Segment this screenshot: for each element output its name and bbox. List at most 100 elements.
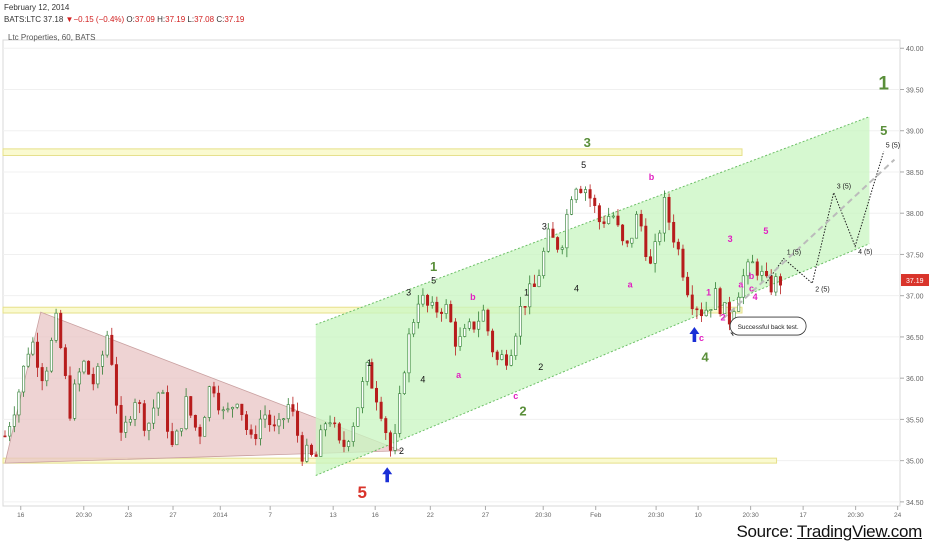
candle-body xyxy=(449,304,453,323)
candle-body xyxy=(166,392,170,432)
x-tick-label: 16 xyxy=(17,512,25,519)
candle-body xyxy=(532,283,536,287)
channel-upper-line xyxy=(315,116,870,326)
x-axis: 16 20:30 23 27 2014 7 13 16 22 27 20:30 Feb 20:30 10 2… xyxy=(17,506,902,519)
candle-body xyxy=(328,422,332,425)
wave-label: 3 xyxy=(406,288,411,298)
candle-body xyxy=(686,276,690,296)
candle-body xyxy=(356,407,360,427)
projection-label: 4 (5) xyxy=(858,249,872,256)
candle-body xyxy=(54,312,58,341)
change: −0.15 (−0.4%) xyxy=(73,15,125,24)
candle-body xyxy=(551,228,555,238)
callout-pointer xyxy=(729,325,735,336)
candle-body xyxy=(486,309,490,332)
candle-body xyxy=(430,301,434,306)
candle-body xyxy=(156,392,160,409)
candle-body xyxy=(221,409,225,412)
back-test-callout: Successful back test. xyxy=(729,316,807,336)
candle-body xyxy=(560,247,564,250)
last-price-tag: 37.19 xyxy=(901,274,929,287)
wave-label: 4 xyxy=(420,374,425,384)
candle-body xyxy=(439,311,443,314)
candle-body xyxy=(268,414,272,426)
candle-body xyxy=(8,426,12,437)
y-tick-label: 35.00 xyxy=(906,459,924,466)
y-axis: 34.50 35.00 35.50 36.00 36.50 37.00 37.50 38.00… xyxy=(900,46,924,507)
wave-label: 3 xyxy=(584,135,591,150)
candle-body xyxy=(142,403,146,431)
candle-body xyxy=(495,351,499,360)
candle-body xyxy=(12,414,16,427)
candle-body xyxy=(537,275,541,287)
y-tick-label: 34.50 xyxy=(906,500,924,507)
candle-body xyxy=(170,431,174,446)
candle-body xyxy=(152,407,156,424)
candle-body xyxy=(597,205,601,223)
candle-body xyxy=(101,354,105,367)
x-tick-label: 24 xyxy=(894,512,902,519)
candle-body xyxy=(718,288,722,315)
y-tick-label: 36.00 xyxy=(906,376,924,383)
wave-label: 2 xyxy=(720,312,725,322)
candle-body xyxy=(254,434,258,440)
candle-body xyxy=(588,189,592,199)
candle-body xyxy=(263,414,267,420)
projection-line xyxy=(765,151,885,285)
open-label: O: xyxy=(126,15,135,24)
candle-body xyxy=(240,403,244,415)
open-value: 37.09 xyxy=(134,15,155,24)
candle-body xyxy=(769,275,773,293)
up-arrow-icon xyxy=(689,327,700,343)
wave-label: 4 xyxy=(753,292,758,302)
source-brand: TradingView.com xyxy=(797,522,922,541)
x-tick-label: 20:30 xyxy=(648,512,665,519)
x-tick-label: 16 xyxy=(372,512,380,519)
projection-label: 3 (5) xyxy=(837,184,851,191)
callout-box xyxy=(729,316,807,336)
candle-body xyxy=(36,341,40,368)
candle-body xyxy=(676,241,680,250)
candle-body xyxy=(291,404,295,412)
candle-body xyxy=(751,261,755,264)
wave-label: 5 xyxy=(581,160,586,170)
candle-body xyxy=(45,370,49,382)
candle-body xyxy=(63,347,67,376)
candle-body xyxy=(296,411,300,436)
callout-text: Successful back test. xyxy=(738,324,799,331)
candle-body xyxy=(26,353,30,367)
candle-body xyxy=(258,418,262,440)
candle-body xyxy=(337,423,341,441)
candle-body xyxy=(556,237,560,250)
candle-body xyxy=(639,213,643,227)
low-label: L: xyxy=(187,15,195,24)
candle-body xyxy=(49,340,53,372)
wave-label: b xyxy=(649,172,655,182)
wave-label: 3 xyxy=(728,234,733,244)
candle-body xyxy=(73,383,77,419)
candle-body xyxy=(509,355,513,366)
x-tick-label: 20:30 xyxy=(76,512,93,519)
wave-label: 5 xyxy=(763,226,768,236)
x-tick-label: 7 xyxy=(268,512,272,519)
wave-label: 2 xyxy=(538,362,543,372)
candle-body xyxy=(607,216,611,224)
candle-body xyxy=(272,424,276,427)
candle-body xyxy=(616,215,620,226)
candle-body xyxy=(746,261,750,277)
candle-body xyxy=(709,309,713,311)
wave-label: 2 xyxy=(399,446,404,456)
candle-body xyxy=(361,381,365,409)
candle-body xyxy=(184,396,188,430)
candle-body xyxy=(528,283,532,308)
candle-body xyxy=(467,321,471,329)
candle-body xyxy=(542,250,546,276)
last-price: 37.18 xyxy=(43,15,64,24)
change-arrow-icon: ▼ xyxy=(65,15,74,24)
wave-label: 4 xyxy=(701,350,709,365)
candle-body xyxy=(648,256,652,264)
source-credit: Source: TradingView.com xyxy=(736,522,922,542)
candle-body xyxy=(695,308,699,311)
x-tick-label: 2014 xyxy=(213,512,228,519)
candle-body xyxy=(704,309,708,317)
